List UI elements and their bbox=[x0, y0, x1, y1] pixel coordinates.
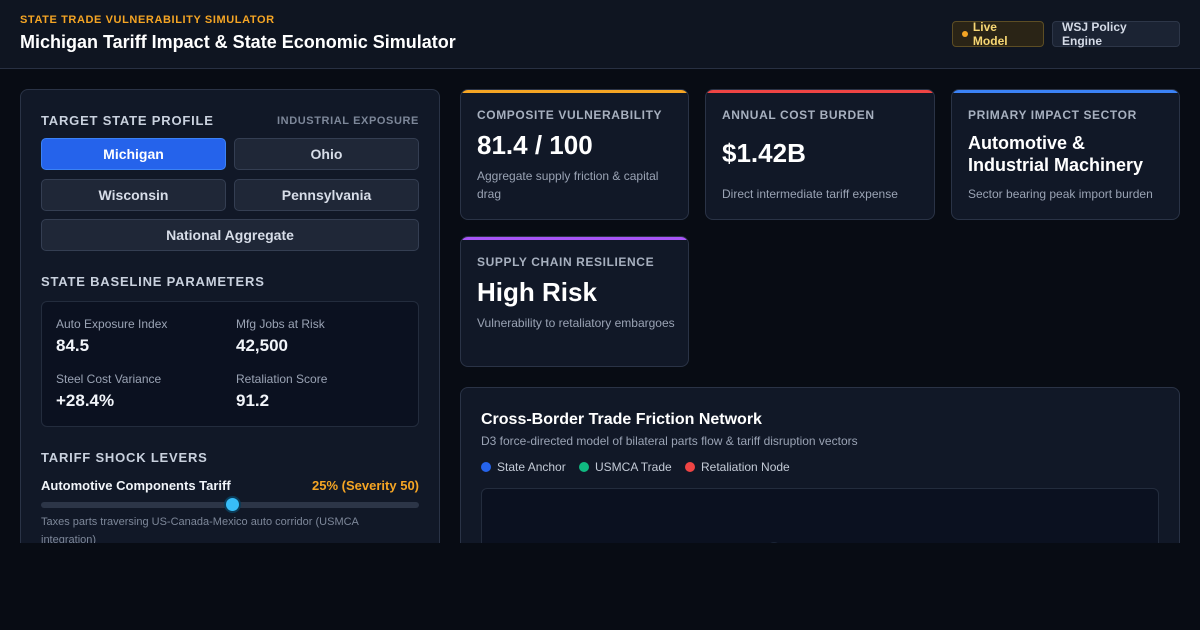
live-model-label: Live Model bbox=[972, 20, 1008, 48]
card-description: Sector bearing peak import burden bbox=[968, 187, 1153, 201]
live-dot-icon bbox=[962, 31, 968, 37]
primary-sector-value: Automotive & Industrial Machinery bbox=[968, 133, 1144, 175]
auto-tariff-value: 25% (Severity 50) bbox=[312, 478, 419, 493]
card-accent bbox=[952, 90, 1179, 93]
legend-retaliation-node: Retaliation Node bbox=[685, 460, 790, 474]
card-accent bbox=[461, 90, 688, 93]
page-background bbox=[0, 543, 1200, 630]
param-value-steel-variance: +28.4% bbox=[56, 391, 115, 410]
tariff-levers-title: TARIFF SHOCK LEVERS bbox=[41, 450, 208, 465]
annual-cost-value: $1.42B bbox=[722, 138, 806, 168]
state-control-panel: TARGET STATE PROFILE INDUSTRIAL EXPOSURE… bbox=[20, 89, 440, 559]
network-subtitle: D3 force-directed model of bilateral par… bbox=[481, 434, 858, 448]
app-header: STATE TRADE VULNERABILITY SIMULATOR Mich… bbox=[0, 0, 1200, 69]
state-button-michigan[interactable]: Michigan bbox=[41, 138, 226, 170]
card-label: SUPPLY CHAIN RESILIENCE bbox=[477, 255, 655, 269]
param-label-jobs-at-risk: Mfg Jobs at Risk bbox=[236, 317, 325, 331]
card-label: PRIMARY IMPACT SECTOR bbox=[968, 108, 1137, 122]
card-label: ANNUAL COST BURDEN bbox=[722, 108, 875, 122]
state-button-pennsylvania[interactable]: Pennsylvania bbox=[234, 179, 419, 211]
legend-label: Retaliation Node bbox=[701, 460, 790, 474]
composite-vulnerability-value: 81.4 / 100 bbox=[477, 130, 593, 160]
state-button-national-aggregate[interactable]: National Aggregate bbox=[41, 219, 419, 251]
legend-dot-icon bbox=[481, 462, 491, 472]
card-label: COMPOSITE VULNERABILITY bbox=[477, 108, 663, 122]
legend-label: State Anchor bbox=[497, 460, 566, 474]
primary-sector-card: PRIMARY IMPACT SECTOR Automotive & Indus… bbox=[951, 89, 1180, 220]
legend-dot-icon bbox=[579, 462, 589, 472]
card-description: Vulnerability to retaliatory embargoes bbox=[477, 316, 675, 330]
auto-tariff-label: Automotive Components Tariff bbox=[41, 478, 231, 493]
legend-dot-icon bbox=[685, 462, 695, 472]
param-label-steel-variance: Steel Cost Variance bbox=[56, 372, 162, 386]
auto-tariff-slider[interactable] bbox=[41, 496, 419, 513]
card-description: Aggregate supply friction & capital drag bbox=[477, 169, 659, 201]
param-label-retaliation-score: Retaliation Score bbox=[236, 372, 328, 386]
card-accent bbox=[461, 237, 688, 240]
composite-vulnerability-card: COMPOSITE VULNERABILITY 81.4 / 100 Aggre… bbox=[460, 89, 689, 220]
baseline-parameters-title: STATE BASELINE PARAMETERS bbox=[41, 274, 265, 289]
param-value-retaliation-score: 91.2 bbox=[236, 391, 270, 410]
state-button-wisconsin[interactable]: Wisconsin bbox=[41, 179, 226, 211]
trade-friction-network-panel: Cross-Border Trade Friction Network D3 f… bbox=[460, 387, 1180, 568]
policy-engine-badge: WSJ Policy Engine bbox=[1052, 20, 1180, 48]
card-description: Direct intermediate tariff expense bbox=[722, 187, 898, 201]
supply-chain-resilience-card: SUPPLY CHAIN RESILIENCE High Risk Vulner… bbox=[460, 236, 689, 367]
state-button-ohio[interactable]: Ohio bbox=[234, 138, 419, 170]
legend-state-anchor: State Anchor bbox=[481, 460, 566, 474]
industrial-exposure-label: INDUSTRIAL EXPOSURE bbox=[277, 115, 419, 127]
legend-label: USMCA Trade bbox=[595, 460, 672, 474]
param-value-jobs-at-risk: 42,500 bbox=[236, 336, 288, 355]
param-label-auto-exposure: Auto Exposure Index bbox=[56, 317, 168, 331]
legend-usmca-trade: USMCA Trade bbox=[579, 460, 672, 474]
annual-cost-card: ANNUAL COST BURDEN $1.42B Direct interme… bbox=[705, 89, 935, 220]
network-title: Cross-Border Trade Friction Network bbox=[481, 411, 762, 428]
supply-chain-resilience-value: High Risk bbox=[477, 277, 597, 307]
page-title: Michigan Tariff Impact & State Economic … bbox=[20, 32, 456, 52]
card-accent bbox=[706, 90, 934, 93]
baseline-parameters-grid: Auto Exposure Index 84.5 Mfg Jobs at Ris… bbox=[41, 301, 419, 427]
target-state-title: TARGET STATE PROFILE bbox=[41, 113, 214, 128]
param-value-auto-exposure: 84.5 bbox=[56, 336, 90, 355]
app-eyebrow: STATE TRADE VULNERABILITY SIMULATOR bbox=[20, 14, 275, 26]
live-model-badge: Live Model bbox=[952, 20, 1044, 48]
auto-tariff-slider-thumb[interactable] bbox=[223, 496, 241, 513]
